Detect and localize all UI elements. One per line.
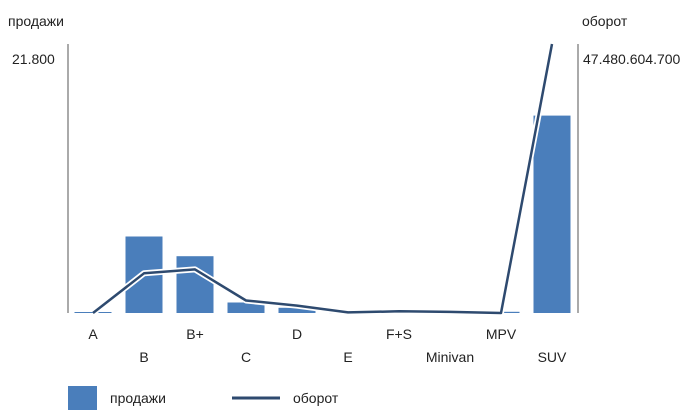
x-tick-label: D [292,326,302,342]
y-axis-max-label: 21.800 [12,51,55,67]
x-tick-label: Minivan [426,349,474,365]
x-tick-label: E [343,349,352,365]
y2-axis-title: оборот [582,13,628,29]
bar-d [278,307,316,313]
turnover-line [92,43,554,315]
bar-b- [176,256,214,313]
legend-label-turnover: оборот [293,390,339,406]
y-axis-title: продажи [8,13,64,29]
x-tick-label: A [88,326,98,342]
legend: продажи оборот [68,386,339,410]
x-tick-label: SUV [538,349,567,365]
legend-swatch-sales [68,386,97,410]
x-tick-label: B+ [186,326,204,342]
x-tick-label: C [241,349,251,365]
x-tick-label: F+S [386,326,412,342]
bar-suv [533,115,571,313]
x-tick-label: MPV [486,326,517,342]
x-tick-label: B [139,349,148,365]
legend-label-sales: продажи [110,390,166,406]
y2-axis-max-label: 47.480.604.700 [583,51,681,67]
bar-c [227,302,265,313]
